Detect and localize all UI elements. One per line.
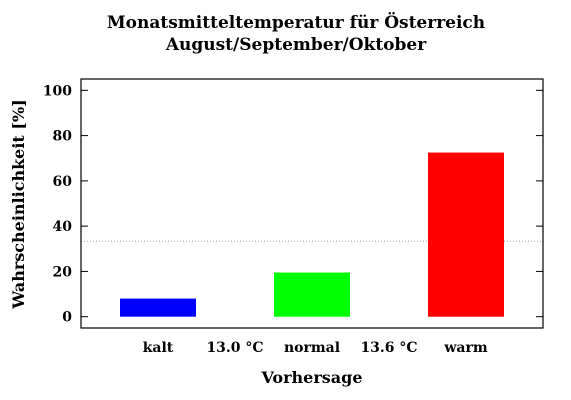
x-tick-label: 13.6 °C bbox=[360, 340, 417, 356]
x-tick-label: kalt bbox=[143, 340, 174, 356]
x-tick-label: warm bbox=[443, 340, 487, 356]
y-tick-label: 20 bbox=[53, 264, 73, 280]
x-axis-label: Vorhersage bbox=[260, 368, 362, 387]
chart-title: Monatsmitteltemperatur für Österreich bbox=[107, 12, 485, 33]
plot-area: 0 20 40 60 80 100 kalt 13.0 °C normal 13.6 °C warm bbox=[43, 78, 544, 356]
plot-frame bbox=[80, 78, 544, 329]
bar-warm bbox=[428, 152, 504, 317]
y-tick-label: 40 bbox=[53, 219, 73, 235]
chart-subtitle: August/September/Oktober bbox=[165, 35, 427, 55]
x-tick-label: 13.0 °C bbox=[206, 340, 263, 356]
bar-kalt bbox=[120, 298, 196, 317]
bar-normal bbox=[274, 272, 350, 317]
y-tick-label: 100 bbox=[43, 83, 72, 99]
y-tick-label: 60 bbox=[53, 174, 73, 190]
y-axis-label: Wahrscheinlichkeit [%] bbox=[9, 99, 28, 309]
y-tick-label: 80 bbox=[53, 129, 73, 145]
y-tick-label: 0 bbox=[62, 310, 72, 326]
x-tick-label: normal bbox=[284, 340, 340, 356]
